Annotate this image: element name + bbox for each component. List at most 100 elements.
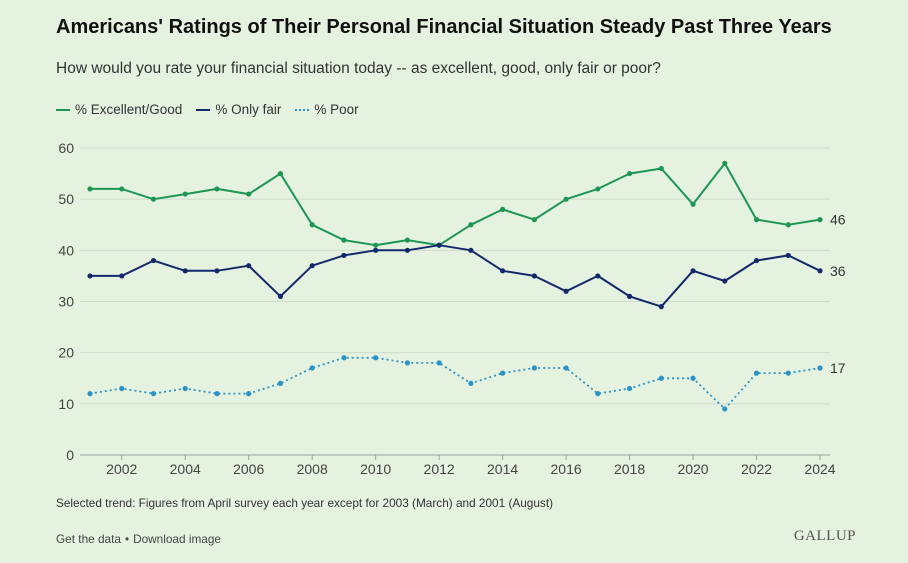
data-point-only-fair (87, 273, 93, 279)
y-tick-label: 0 (66, 447, 74, 463)
data-point-excellent-good (531, 217, 537, 223)
data-point-excellent-good (500, 206, 506, 212)
data-point-poor (753, 370, 760, 376)
data-point-excellent-good (468, 222, 474, 228)
x-tick-label: 2016 (551, 461, 582, 477)
x-tick-label: 2024 (804, 461, 835, 477)
data-point-only-fair (436, 242, 442, 248)
data-point-only-fair (722, 278, 728, 284)
data-point-poor (563, 365, 569, 371)
data-point-poor (404, 360, 410, 366)
data-point-poor (531, 365, 537, 371)
y-tick-label: 20 (58, 345, 74, 361)
data-point-only-fair (373, 247, 379, 253)
data-point-poor (626, 385, 633, 392)
legend-label-only-fair: % Only fair (215, 102, 282, 117)
x-tick-label: 2012 (424, 461, 455, 477)
data-point-poor (277, 380, 284, 386)
data-point-only-fair (500, 268, 506, 274)
end-label-excellent-good: 46 (830, 212, 846, 228)
data-point-only-fair (182, 268, 188, 274)
data-point-excellent-good (182, 191, 188, 197)
data-point-excellent-good (246, 191, 252, 197)
data-point-excellent-good (563, 196, 569, 202)
y-tick-label: 30 (58, 294, 74, 310)
legend-item-poor: % Poor (295, 102, 359, 117)
data-point-only-fair (690, 268, 696, 274)
data-point-excellent-good (150, 196, 157, 202)
y-tick-label: 10 (58, 396, 74, 412)
legend-item-only-fair: % Only fair (196, 102, 281, 117)
data-point-only-fair (658, 304, 664, 310)
data-point-poor (785, 370, 791, 376)
data-point-excellent-good (595, 186, 601, 192)
data-point-poor (468, 380, 474, 386)
data-point-excellent-good (309, 222, 315, 228)
data-point-poor (214, 391, 220, 397)
y-tick-label: 40 (58, 242, 74, 258)
data-point-only-fair (309, 263, 315, 269)
data-point-excellent-good (817, 217, 823, 223)
chart-note: Selected trend: Figures from April surve… (56, 496, 554, 510)
data-point-excellent-good (214, 186, 220, 192)
gallup-logo: GALLUP (793, 528, 856, 544)
x-tick-label: 2006 (233, 461, 264, 477)
data-point-only-fair (817, 268, 823, 274)
y-tick-label: 60 (58, 140, 74, 156)
get-data-link[interactable]: Get the data (56, 532, 121, 546)
y-tick-label: 50 (58, 191, 74, 207)
data-point-poor (658, 375, 664, 381)
legend-swatch-excellent-good (56, 108, 70, 111)
data-point-excellent-good (626, 170, 633, 177)
data-point-only-fair (150, 257, 157, 264)
footer-separator: • (124, 532, 130, 546)
x-tick-label: 2008 (297, 461, 328, 477)
legend-label-excellent-good: % Excellent/Good (75, 102, 183, 117)
data-point-only-fair (404, 247, 410, 253)
x-tick-label: 2022 (741, 461, 772, 477)
data-point-excellent-good (87, 186, 93, 192)
series-line-only-fair (90, 244, 821, 308)
data-point-poor (690, 375, 696, 381)
x-tick-label: 2004 (170, 461, 201, 477)
data-point-excellent-good (658, 165, 664, 172)
legend-label-poor: % Poor (314, 102, 359, 117)
legend-swatch-only-fair (196, 108, 211, 111)
x-tick-label: 2014 (487, 461, 518, 477)
data-point-poor (87, 391, 93, 397)
series-line-excellent-good (90, 162, 821, 247)
chart-legend: % Excellent/Good % Only fair % Poor (56, 102, 359, 117)
data-point-only-fair (626, 293, 633, 299)
data-point-poor (182, 385, 188, 392)
x-tick-label: 2020 (677, 461, 708, 477)
end-label-only-fair: 36 (830, 263, 846, 279)
data-point-poor (150, 391, 157, 397)
end-label-poor: 17 (830, 360, 846, 376)
data-point-only-fair (563, 288, 569, 294)
data-point-excellent-good (690, 201, 696, 207)
data-point-poor (309, 365, 315, 371)
x-tick-label: 2010 (360, 461, 391, 477)
chart-title: Americans' Ratings of Their Personal Fin… (56, 16, 832, 38)
data-point-poor (373, 355, 379, 361)
data-point-only-fair (341, 252, 347, 259)
data-point-only-fair (468, 247, 474, 253)
chart-subtitle: How would you rate your financial situat… (56, 60, 661, 77)
data-point-poor (119, 385, 125, 392)
data-point-only-fair (595, 273, 601, 279)
data-point-only-fair (277, 293, 284, 299)
data-point-excellent-good (753, 217, 760, 223)
data-point-poor (817, 365, 823, 371)
x-tick-label: 2002 (106, 461, 137, 477)
data-point-poor (500, 370, 506, 376)
data-point-only-fair (531, 273, 537, 279)
data-point-excellent-good (119, 186, 125, 192)
data-point-poor (722, 406, 728, 412)
data-point-excellent-good (341, 237, 347, 243)
x-tick-label: 2018 (614, 461, 645, 477)
data-point-only-fair (246, 263, 252, 269)
legend-item-excellent-good: % Excellent/Good (56, 102, 182, 117)
download-image-link[interactable]: Download image (133, 532, 221, 546)
data-point-only-fair (753, 257, 760, 264)
